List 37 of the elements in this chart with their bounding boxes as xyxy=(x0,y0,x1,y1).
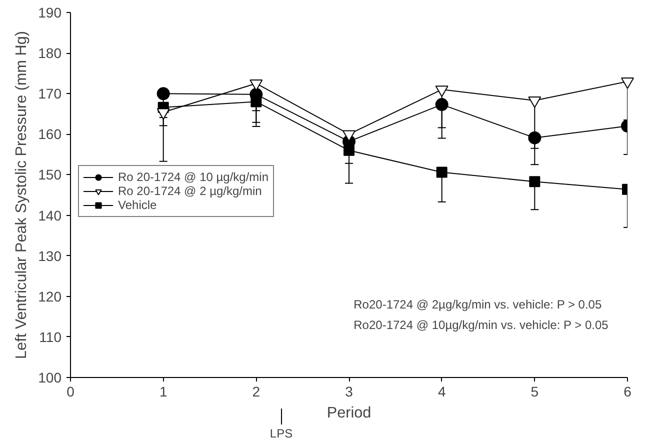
point xyxy=(344,144,354,156)
point xyxy=(250,80,263,91)
y-tick-label: 130 xyxy=(38,248,62,264)
point xyxy=(435,98,448,112)
point xyxy=(621,77,634,89)
y-axis-title: Left Ventricular Peak Systolic Pressure (mm Hg) xyxy=(13,31,30,359)
annotation: Ro20-1724 @ 10µg/kg/min vs. vehicle: P > 0.05 xyxy=(354,318,609,332)
y-tick-label: 100 xyxy=(38,370,62,386)
point xyxy=(528,131,542,144)
x-tick-label: 4 xyxy=(438,384,446,400)
point xyxy=(250,96,262,108)
y-tick-label: 110 xyxy=(39,328,62,345)
legend-label: Ro 20-1724 @ 2 µg/kg/min xyxy=(118,184,262,198)
point xyxy=(435,86,448,97)
x-tick-label: 6 xyxy=(624,384,632,400)
y-tick-label: 150 xyxy=(38,166,62,183)
y-tick-label: 140 xyxy=(38,207,62,224)
y-tick-label: 160 xyxy=(38,126,62,142)
x-tick-label: 0 xyxy=(66,384,75,400)
x-axis-title: Period xyxy=(326,404,372,422)
point xyxy=(156,87,170,100)
text: LPS xyxy=(270,426,293,440)
y-tick-label: 120 xyxy=(38,288,62,304)
point xyxy=(529,176,540,188)
annotation: Ro20-1724 @ 2µg/kg/min vs. vehicle: P > 0.05 xyxy=(354,298,602,312)
point xyxy=(528,96,542,108)
x-tick-label: 1 xyxy=(159,384,168,400)
y-tick-label: 180 xyxy=(38,45,62,62)
x-tick-label: 3 xyxy=(345,384,354,400)
y-tick-label: 190 xyxy=(38,4,62,20)
legend-label: Vehicle xyxy=(118,198,157,212)
point xyxy=(436,166,448,178)
y-tick-label: 170 xyxy=(38,86,62,102)
x-tick-label: 2 xyxy=(252,384,260,400)
legend-label: Ro 20-1724 @ 10 µg/kg/min xyxy=(118,170,269,184)
point xyxy=(156,108,170,120)
x-tick-label: 5 xyxy=(530,384,539,400)
